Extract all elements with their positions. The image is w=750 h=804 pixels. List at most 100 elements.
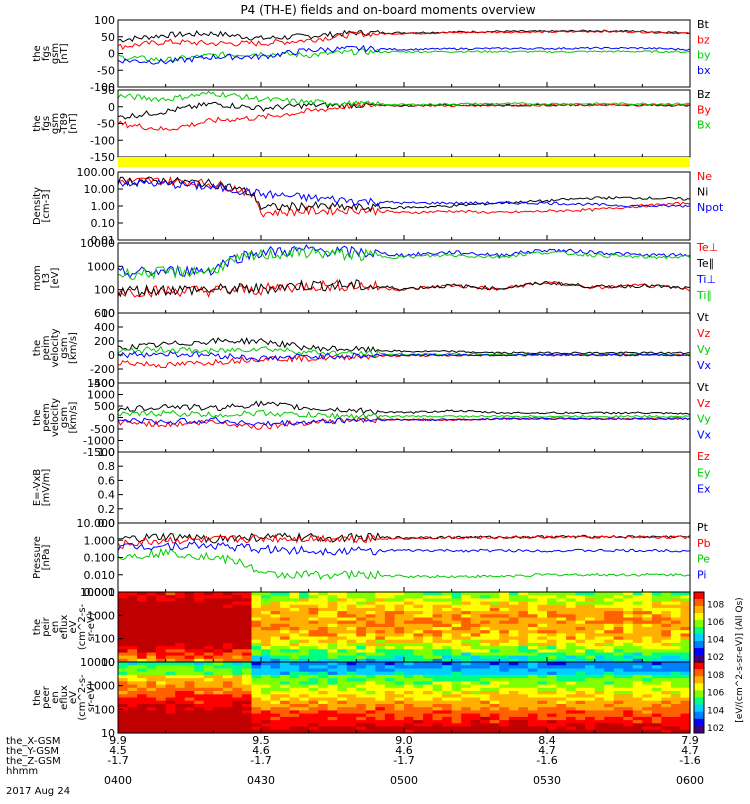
heatmap-cell xyxy=(508,620,519,625)
heatmap-cell xyxy=(261,710,272,715)
heatmap-cell xyxy=(594,729,605,734)
heatmap-cell xyxy=(480,691,491,695)
heatmap-cell xyxy=(213,611,224,615)
legend-entry: Ne xyxy=(697,170,712,183)
heatmap-cell xyxy=(461,697,472,702)
heatmap-cell xyxy=(594,716,605,721)
heatmap-cell xyxy=(547,627,558,631)
heatmap-cell xyxy=(680,697,691,702)
heatmap-cell xyxy=(423,729,434,734)
heatmap-cell xyxy=(175,678,186,682)
heatmap-cell xyxy=(489,707,500,711)
heatmap-cell xyxy=(604,652,615,657)
heatmap-cell xyxy=(432,697,443,702)
heatmap-cell xyxy=(480,614,491,619)
heatmap-cell xyxy=(270,604,281,609)
heatmap-cell xyxy=(413,620,424,625)
heatmap-cell xyxy=(280,687,291,692)
ephem-value: 0500 xyxy=(390,774,418,787)
heatmap-cell xyxy=(623,592,634,596)
heatmap-cell xyxy=(194,607,205,612)
heatmap-cell xyxy=(451,704,462,708)
heatmap-cell xyxy=(261,700,272,705)
heatmap-cell xyxy=(566,633,577,638)
legend-entry: Vx xyxy=(697,359,712,372)
heatmap-cell xyxy=(499,649,510,654)
heatmap-cell xyxy=(499,611,510,615)
heatmap-cell xyxy=(604,630,615,634)
heatmap-cell xyxy=(175,700,186,705)
heatmap-cell xyxy=(156,611,167,615)
heatmap-cell xyxy=(423,614,434,619)
heatmap-cell xyxy=(261,655,272,660)
heatmap-cell xyxy=(184,607,195,612)
heatmap-cell xyxy=(156,665,167,669)
heatmap-cell xyxy=(308,636,319,641)
heatmap-cell xyxy=(585,639,596,644)
heatmap-cell xyxy=(632,700,643,705)
heatmap-cell xyxy=(537,697,548,702)
heatmap-cell xyxy=(289,639,300,644)
heatmap-cell xyxy=(470,614,481,619)
heatmap-cell xyxy=(642,630,653,634)
heatmap-cell xyxy=(432,592,443,596)
heatmap-cell xyxy=(480,665,491,669)
heatmap-cell xyxy=(404,633,415,638)
heatmap-cell xyxy=(318,652,329,657)
heatmap-cell xyxy=(251,723,262,728)
legend-entry: bx xyxy=(697,64,711,77)
heatmap-cell xyxy=(261,592,272,596)
heatmap-cell xyxy=(165,620,176,625)
heatmap-cell xyxy=(289,630,300,634)
heatmap-cell xyxy=(442,697,453,702)
heatmap-cell xyxy=(356,694,367,699)
heatmap-cell xyxy=(461,662,472,666)
heatmap-cell xyxy=(470,607,481,612)
heatmap-cell xyxy=(299,620,310,625)
heatmap-cell xyxy=(623,723,634,728)
heatmap-cell xyxy=(175,713,186,718)
heatmap-cell xyxy=(327,601,338,606)
heatmap-cell xyxy=(670,639,681,644)
heatmap-cell xyxy=(518,633,529,638)
heatmap-cell xyxy=(413,646,424,650)
heatmap-cell xyxy=(241,607,252,612)
heatmap-cell xyxy=(337,658,348,663)
heatmap-cell xyxy=(489,694,500,699)
heatmap-cell xyxy=(604,633,615,638)
heatmap-cell xyxy=(470,611,481,615)
heatmap-cell xyxy=(518,671,529,676)
heatmap-cell xyxy=(327,691,338,695)
heatmap-cell xyxy=(261,607,272,612)
heatmap-cell xyxy=(499,674,510,679)
heatmap-cell xyxy=(308,697,319,702)
colorbar-tick-label: 104 xyxy=(707,706,724,716)
y-axis-label: Pressure xyxy=(32,536,43,579)
heatmap-cell xyxy=(232,592,243,596)
heatmap-cell xyxy=(184,678,195,682)
heatmap-cell xyxy=(575,694,586,699)
heatmap-cell xyxy=(575,697,586,702)
heatmap-cell xyxy=(413,604,424,609)
heatmap-cell xyxy=(604,681,615,686)
heatmap-cell xyxy=(404,716,415,721)
heatmap-cell xyxy=(680,684,691,689)
heatmap-cell xyxy=(566,700,577,705)
heatmap-cell xyxy=(489,614,500,619)
heatmap-cell xyxy=(556,678,567,682)
heatmap-cell xyxy=(537,720,548,724)
heatmap-cell xyxy=(394,655,405,660)
heatmap-cell xyxy=(222,620,233,625)
heatmap-cell xyxy=(632,687,643,692)
heatmap-cell xyxy=(547,691,558,695)
heatmap-cell xyxy=(566,704,577,708)
heatmap-cell xyxy=(480,617,491,622)
heatmap-cell xyxy=(480,646,491,650)
heatmap-cell xyxy=(194,595,205,599)
heatmap-cell xyxy=(375,633,386,638)
heatmap-cell xyxy=(318,665,329,669)
heatmap-cell xyxy=(232,716,243,721)
y-tick-label: 500 xyxy=(94,400,115,413)
heatmap-cell xyxy=(451,630,462,634)
heatmap-cell xyxy=(299,729,310,734)
